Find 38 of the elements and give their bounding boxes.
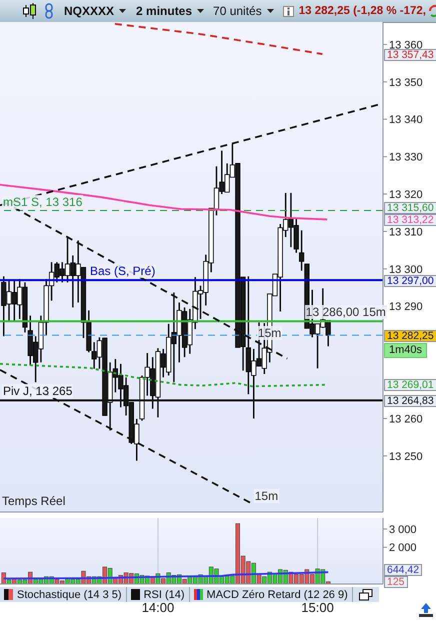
text: 13 269,01	[384, 379, 436, 392]
y-tick-label: 13 320	[389, 188, 423, 201]
ref-line-label: Bas (S, Pré)	[89, 264, 156, 278]
text: RSI (14)	[126, 587, 190, 602]
text: NQXXXX	[64, 4, 114, 18]
y-tick-label: 13 300	[389, 264, 423, 276]
ref-line-label: mS1 S, 13 316	[2, 194, 84, 209]
ref-line-label: Piv J, 13 265	[2, 384, 74, 398]
text: 13 297,00	[384, 274, 436, 287]
text: Stochastique (14 3 5)	[0, 587, 127, 602]
text: 13 315,60	[384, 202, 436, 214]
text: 70 unités	[213, 4, 262, 18]
y-tick-label: 13 350	[389, 76, 423, 89]
annotation: 15m	[256, 326, 282, 340]
y-tick-label: 2 000	[389, 542, 417, 554]
y-tick-label: 3 000	[389, 524, 417, 536]
text: 2 minutes	[136, 4, 192, 18]
text: 13 313,22	[384, 214, 436, 226]
x-tick-label: 14:00	[142, 600, 174, 615]
text: 13 282,25 (-1,28 % -172,	[298, 5, 426, 17]
text: MACD Zéro Retard (12 26 9)	[190, 587, 353, 602]
y-tick-label: 13 250	[389, 450, 423, 463]
text: 644,42	[384, 564, 422, 576]
x-tick-label: 15:00	[301, 600, 334, 615]
text: 1m40s	[384, 343, 428, 358]
text: 125	[384, 576, 408, 588]
y-tick-label: 13 260	[389, 413, 423, 426]
y-tick-label: 13 310	[389, 226, 423, 238]
annotation: Temps Réel	[2, 494, 66, 508]
y-tick-label: 13 330	[389, 152, 423, 164]
y-tick-label: 13 290	[389, 301, 423, 314]
text: 13 264,83	[384, 394, 436, 407]
y-tick-label: 13 360	[389, 39, 423, 52]
text: 13 282,25	[384, 330, 436, 342]
y-tick-label: 13 340	[389, 114, 423, 126]
annotation: 15m	[254, 488, 280, 503]
text: 13 357,43	[384, 48, 436, 61]
annotation: 13 286,00 15m	[304, 305, 387, 320]
